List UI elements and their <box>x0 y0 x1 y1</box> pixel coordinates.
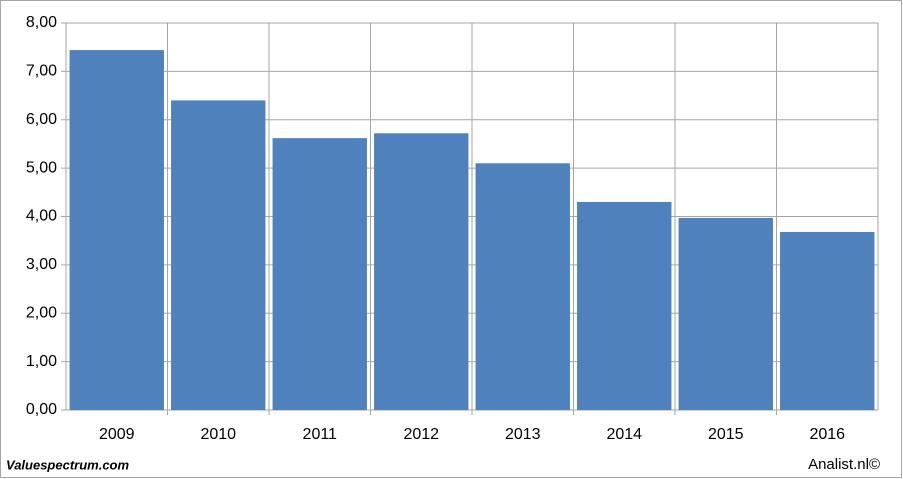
y-tick-label: 8,00 <box>26 14 57 31</box>
x-tick-label: 2010 <box>200 426 236 443</box>
y-tick-label: 7,00 <box>26 63 57 80</box>
bar <box>678 217 773 410</box>
x-tick-label: 2012 <box>403 426 439 443</box>
y-tick-label: 3,00 <box>26 256 57 273</box>
y-tick-label: 4,00 <box>26 208 57 225</box>
x-tick-label: 2014 <box>606 426 642 443</box>
bar <box>374 133 469 411</box>
x-tick-label: 2011 <box>303 426 338 443</box>
bar <box>475 163 570 410</box>
x-tick-label: 2009 <box>99 426 135 443</box>
bar <box>780 231 875 410</box>
x-tick-label: 2015 <box>708 426 744 443</box>
y-tick-label: 1,00 <box>26 353 57 370</box>
bar <box>171 100 266 411</box>
y-tick-label: 5,00 <box>26 159 57 176</box>
y-tick-label: 0,00 <box>26 401 57 418</box>
source-right: Analist.nl© <box>808 456 880 473</box>
bar <box>577 201 672 410</box>
y-tick-label: 2,00 <box>26 304 57 321</box>
x-tick-label: 2016 <box>809 426 845 443</box>
bar <box>272 138 367 410</box>
source-left: Valuespectrum.com <box>6 457 130 472</box>
x-tick-label: 2013 <box>505 426 541 443</box>
y-tick-label: 6,00 <box>26 111 57 128</box>
bar <box>69 50 164 411</box>
